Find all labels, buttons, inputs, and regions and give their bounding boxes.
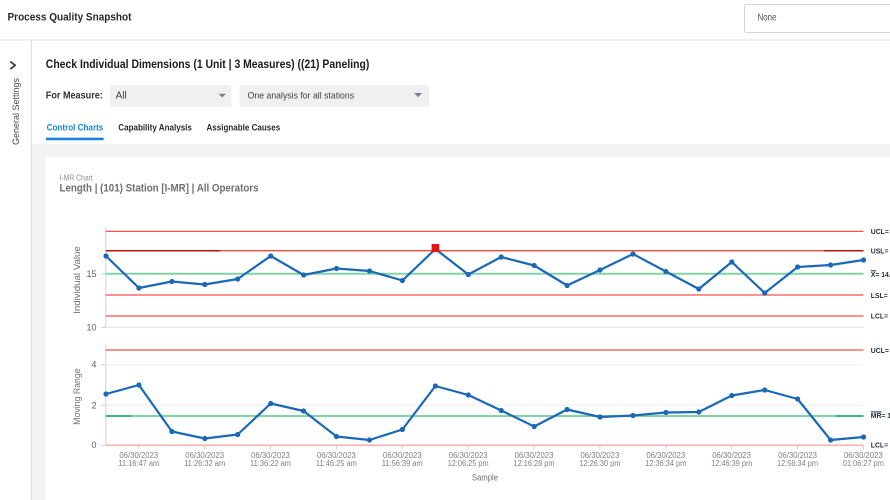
svg-text:LCL= 10.73: LCL= 10.73 <box>871 311 890 320</box>
svg-text:06/30/2023: 06/30/2023 <box>712 451 751 460</box>
svg-text:UCL= 19.21: UCL= 19.21 <box>871 227 890 236</box>
svg-text:Capability Analysis: Capability Analysis <box>118 123 192 133</box>
svg-text:X= 14.97: X= 14.97 <box>871 270 890 279</box>
svg-text:Moving Range: Moving Range <box>72 368 82 425</box>
svg-text:UCL= 4.87: UCL= 4.87 <box>871 345 890 354</box>
svg-text:Length | (101) Station [I-MR]: Length | (101) Station [I-MR] | All Oper… <box>60 183 259 195</box>
svg-text:Control Charts: Control Charts <box>47 123 104 133</box>
svg-text:All: All <box>116 90 127 101</box>
svg-text:11:16:47 am: 11:16:47 am <box>118 459 159 468</box>
svg-text:06/30/2023: 06/30/2023 <box>383 451 422 460</box>
svg-text:01:06:27 pm: 01:06:27 pm <box>843 459 884 468</box>
svg-text:06/30/2023: 06/30/2023 <box>449 451 488 460</box>
svg-text:12:56:34 pm: 12:56:34 pm <box>777 459 818 468</box>
svg-text:None: None <box>758 13 777 24</box>
svg-text:06/30/2023: 06/30/2023 <box>778 451 817 460</box>
svg-text:11:36:22 am: 11:36:22 am <box>250 459 291 468</box>
svg-text:11:26:32 am: 11:26:32 am <box>184 459 225 468</box>
svg-text:For Measure:: For Measure: <box>46 90 103 102</box>
svg-text:06/30/2023: 06/30/2023 <box>844 451 883 460</box>
svg-text:06/30/2023: 06/30/2023 <box>646 451 685 460</box>
svg-text:2: 2 <box>91 400 96 410</box>
svg-text:11:46:25 am: 11:46:25 am <box>316 459 357 468</box>
svg-text:10: 10 <box>86 322 96 332</box>
svg-text:USL= 17: USL= 17 <box>871 246 890 255</box>
svg-text:06/30/2023: 06/30/2023 <box>185 451 224 460</box>
svg-text:12:26:30 pm: 12:26:30 pm <box>579 459 620 468</box>
svg-text:12:06:25 pm: 12:06:25 pm <box>448 459 489 468</box>
svg-text:General Settings: General Settings <box>11 78 22 145</box>
svg-text:06/30/2023: 06/30/2023 <box>317 451 356 460</box>
svg-text:Process Quality Snapshot: Process Quality Snapshot <box>8 11 132 23</box>
svg-text:Check Individual Dimensions (1: Check Individual Dimensions (1 Unit | 3 … <box>46 59 370 71</box>
svg-text:4: 4 <box>91 360 96 370</box>
svg-text:11:56:39 am: 11:56:39 am <box>382 459 423 468</box>
svg-text:12:46:39 pm: 12:46:39 pm <box>711 459 752 468</box>
svg-text:15: 15 <box>86 269 96 279</box>
svg-text:06/30/2023: 06/30/2023 <box>251 451 290 460</box>
svg-text:LSL= 13: LSL= 13 <box>871 290 890 299</box>
svg-text:MR= 1.59: MR= 1.59 <box>871 411 890 420</box>
svg-text:Individual Value: Individual Value <box>72 246 82 314</box>
svg-text:06/30/2023: 06/30/2023 <box>581 451 620 460</box>
svg-text:12:16:28 pm: 12:16:28 pm <box>514 459 555 468</box>
svg-text:I-MR Chart: I-MR Chart <box>60 172 94 182</box>
svg-text:0: 0 <box>91 440 96 450</box>
svg-text:06/30/2023: 06/30/2023 <box>119 451 158 460</box>
svg-text:12:36:34 pm: 12:36:34 pm <box>645 459 686 468</box>
svg-text:LCL= 0: LCL= 0 <box>871 440 890 449</box>
svg-text:06/30/2023: 06/30/2023 <box>515 451 554 460</box>
svg-text:One analysis for all stations: One analysis for all stations <box>248 90 355 101</box>
svg-text:Assignable Causes: Assignable Causes <box>207 123 281 133</box>
svg-text:Sample: Sample <box>472 473 498 483</box>
